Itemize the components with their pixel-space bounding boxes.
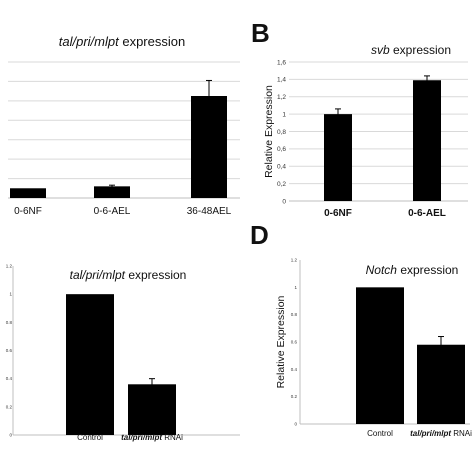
y-tick-label: 0,6	[277, 146, 286, 153]
y-tick-label: 0.8	[6, 320, 13, 325]
y-tick-label: 1	[282, 111, 286, 118]
y-tick-label: 0	[282, 198, 286, 205]
error-bar	[438, 336, 444, 354]
bar	[413, 80, 441, 201]
chart-title: Notch expression	[366, 263, 459, 277]
error-bar	[424, 75, 430, 86]
bar	[191, 96, 227, 198]
bar	[356, 287, 404, 424]
x-category-label: tal/pri/mlpt RNAi	[410, 429, 472, 438]
y-tick-label: 1,6	[277, 59, 286, 66]
panel-letter-d: D	[250, 220, 269, 250]
x-category-label: 0-6-AEL	[94, 206, 131, 217]
y-tick-label: 0,4	[277, 164, 286, 171]
error-bar	[149, 378, 155, 391]
y-tick-label: 0.6	[6, 348, 13, 353]
y-tick-label: 1.2	[291, 258, 298, 263]
y-tick-label: 0,8	[277, 129, 286, 136]
panel-letter-b: B	[251, 18, 270, 48]
x-category-label: 0-6-AEL	[408, 208, 446, 219]
y-tick-label: 1	[294, 285, 297, 290]
x-category-label: 0-6NF	[14, 206, 42, 217]
x-category-label: Control	[77, 433, 103, 442]
y-tick-label: 0.4	[6, 376, 13, 381]
x-category-label: 0-6NF	[324, 208, 352, 219]
chart-panel-d: 0 0.2 0.4 0.6 0.8 1 1.2 Control tal/pri/mlpt RNA…	[275, 258, 472, 438]
bar	[10, 188, 46, 198]
chart-panel-a: 0-6NF 0-6-AEL 36-48AEL tal/pri/mlpt express…	[8, 34, 240, 217]
error-bar	[109, 184, 115, 189]
y-tick-label: 1	[9, 292, 12, 297]
y-axis-label: Relative Expression	[275, 295, 287, 388]
x-category-label: 36-48AEL	[187, 206, 232, 217]
error-bar	[335, 108, 341, 120]
bar	[417, 344, 465, 424]
y-tick-label: 0.8	[291, 312, 298, 317]
x-category-label: Control	[367, 429, 393, 438]
y-tick-label: 1.2	[6, 264, 13, 269]
chart-panel-b: 0 0,2 0,4 0,6 0,8 1 1,2 1,4 1,6 0-6NF 0-6-AEL svb e…	[263, 43, 468, 219]
y-tick-label: 1,4	[277, 77, 286, 84]
chart-title: tal/pri/mlpt expression	[59, 34, 185, 49]
y-tick-label: 0	[9, 433, 12, 438]
bar	[128, 384, 176, 435]
y-tick-label: 0	[294, 422, 297, 427]
y-tick-label: 0.2	[291, 394, 298, 399]
chart-title: tal/pri/mlpt expression	[70, 268, 187, 282]
bar	[94, 186, 130, 198]
x-category-label: tal/pri/mlpt RNAi	[121, 433, 183, 442]
y-tick-label: 0,2	[277, 181, 286, 188]
chart-panel-c: 0 0.2 0.4 0.6 0.8 1 1.2 Control tal/pri/mlpt RNA…	[6, 264, 240, 442]
chart-title: svb expression	[371, 43, 451, 57]
y-tick-label: 1,2	[277, 94, 286, 101]
y-tick-label: 0.6	[291, 340, 298, 345]
y-axis-label: Relative Expression	[263, 85, 275, 178]
bar	[324, 114, 352, 201]
y-tick-label: 0.2	[6, 404, 13, 409]
y-tick-label: 0.4	[291, 367, 298, 372]
error-bar	[206, 79, 212, 113]
bar	[66, 294, 114, 435]
